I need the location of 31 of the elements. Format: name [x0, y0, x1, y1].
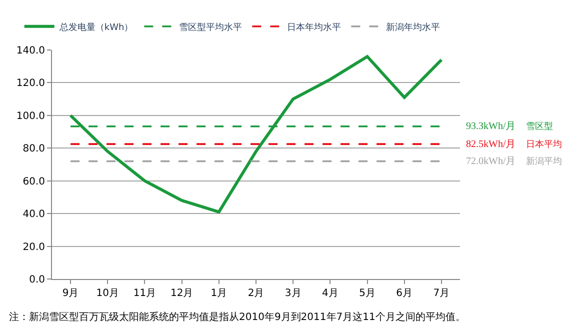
x-tick-label: 7月	[433, 288, 450, 299]
x-tick-label: 5月	[359, 288, 376, 299]
legend-label: 日本年均水平	[287, 22, 342, 33]
y-tick-label: 100.0	[16, 110, 45, 122]
text: 82.5kWh/月	[466, 139, 516, 150]
y-tick-label: 0.0	[29, 274, 45, 286]
x-tick-label: 6月	[396, 288, 413, 299]
text: 72.0kWh/月	[466, 156, 516, 167]
text: 雪区型	[526, 121, 553, 132]
text: 新潟平均	[526, 156, 562, 167]
text: 93.3kWh/月	[466, 121, 516, 132]
y-tick-label: 120.0	[16, 78, 45, 90]
y-tick-label: 40.0	[22, 209, 45, 220]
line-series	[69, 55, 443, 214]
legend-label: 雪区型平均水平	[179, 22, 242, 33]
x-tick-label: 11月	[133, 288, 156, 299]
x-tick-label: 3月	[284, 288, 302, 299]
x-tick-label: 9月	[62, 288, 79, 299]
legend-label: 新潟年均水平	[386, 22, 440, 33]
y-tick-label: 20.0	[22, 242, 45, 253]
x-tick-label: 4月	[322, 288, 338, 299]
x-tick-label: 10月	[96, 288, 120, 299]
x-tick-label: 1月	[210, 288, 228, 299]
y-tick-label: 140.0	[16, 46, 45, 56]
y-tick-label: 60.0	[22, 176, 45, 188]
y-tick-label: 80.0	[22, 144, 45, 155]
legend-label: 总发电量（kWh）	[58, 22, 134, 33]
x-tick-label: 12月	[170, 288, 194, 299]
text: 注：新潟雪区型百万瓦级太阳能系统的平均值是指从2010年9月到2011年7月这11个月之间的平均值。	[9, 311, 466, 323]
x-tick-label: 2月	[248, 288, 264, 299]
text: 日本平均	[526, 139, 562, 150]
